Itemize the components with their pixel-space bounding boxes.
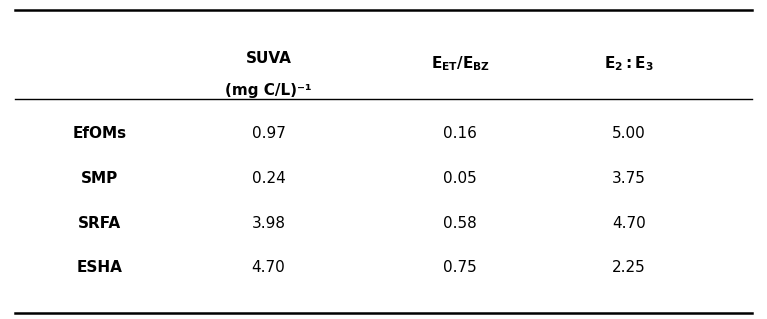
Text: 0.97: 0.97: [252, 126, 285, 142]
Text: 0.75: 0.75: [443, 260, 477, 276]
Text: (mg C/L)⁻¹: (mg C/L)⁻¹: [225, 83, 311, 98]
Text: EfOMs: EfOMs: [73, 126, 127, 142]
Text: $\mathbf{E_{ET}/E_{BZ}}$: $\mathbf{E_{ET}/E_{BZ}}$: [430, 55, 490, 73]
Text: 5.00: 5.00: [612, 126, 646, 142]
Text: $\mathbf{E_2{:}E_3}$: $\mathbf{E_2{:}E_3}$: [604, 55, 653, 73]
Text: 3.98: 3.98: [252, 216, 285, 231]
Text: 0.58: 0.58: [443, 216, 477, 231]
Text: 4.70: 4.70: [612, 216, 646, 231]
Text: SMP: SMP: [81, 171, 118, 186]
Text: 3.75: 3.75: [612, 171, 646, 186]
Text: 0.24: 0.24: [252, 171, 285, 186]
Text: 0.05: 0.05: [443, 171, 477, 186]
Text: ESHA: ESHA: [77, 260, 123, 276]
Text: 4.70: 4.70: [252, 260, 285, 276]
Text: 2.25: 2.25: [612, 260, 646, 276]
Text: 0.16: 0.16: [443, 126, 477, 142]
Text: SRFA: SRFA: [78, 216, 121, 231]
Text: SUVA: SUVA: [245, 51, 291, 66]
